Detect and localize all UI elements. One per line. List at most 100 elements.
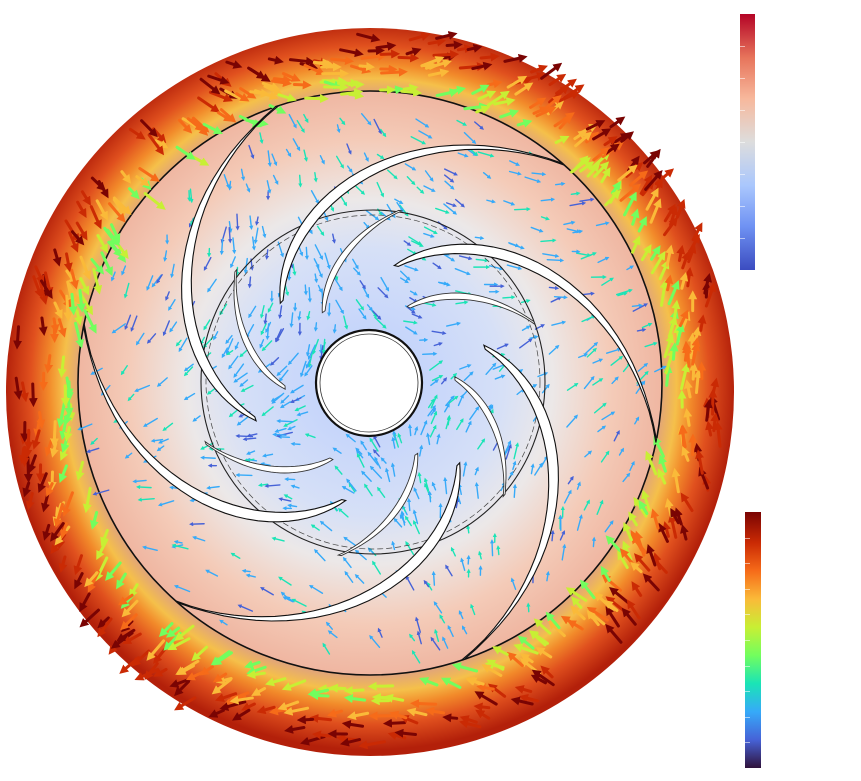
velocity-arrow xyxy=(542,253,560,258)
velocity-arrow xyxy=(595,221,610,227)
velocity-arrow xyxy=(146,275,154,291)
velocity-arrow xyxy=(583,499,590,511)
velocity-arrow xyxy=(352,258,359,270)
velocity-arrow xyxy=(671,467,681,494)
velocity-arrow xyxy=(404,163,417,171)
velocity-arrow xyxy=(366,304,373,312)
velocity-arrow xyxy=(433,601,443,614)
velocity-arrow xyxy=(156,377,168,387)
velocity-arrow xyxy=(246,433,258,438)
velocity-arrow xyxy=(223,174,230,189)
velocity-arrow xyxy=(107,202,126,223)
velocity-arrow xyxy=(431,375,444,382)
velocity-arrow xyxy=(233,363,245,378)
velocity-arrow xyxy=(290,441,301,447)
velocity-arrow xyxy=(245,324,255,339)
velocity-arrow xyxy=(601,277,614,286)
velocity-arrow xyxy=(570,191,581,196)
velocity-arrow xyxy=(642,573,660,592)
velocity-arrow xyxy=(144,662,159,681)
velocity-arrow xyxy=(76,288,86,313)
velocity-arrow xyxy=(532,106,549,115)
velocity-arrow xyxy=(189,188,194,204)
velocity-arrow xyxy=(415,118,430,128)
velocity-arrow xyxy=(289,397,302,404)
splitter-blade xyxy=(204,440,334,474)
velocity-arrow xyxy=(445,202,457,208)
velocity-arrow xyxy=(369,634,381,649)
velocity-arrow xyxy=(426,581,433,591)
velocity-arrow xyxy=(260,587,274,596)
velocity-arrow xyxy=(446,321,461,327)
velocity-arrow xyxy=(162,320,171,337)
velocity-arrow xyxy=(342,556,352,569)
velocity-arrow xyxy=(244,660,261,669)
velocity-arrow xyxy=(454,198,465,208)
velocity-arrow xyxy=(405,575,415,591)
velocity-arrow xyxy=(427,37,446,47)
velocity-arrow xyxy=(23,456,33,483)
velocity-arrow xyxy=(682,340,692,363)
velocity-arrow xyxy=(502,295,516,300)
velocity-arrow xyxy=(231,708,251,721)
velocity-arrow xyxy=(247,66,266,80)
velocity-arrow xyxy=(316,225,325,237)
velocity-arrow xyxy=(674,507,683,526)
velocity-arrow xyxy=(341,720,365,729)
velocity-arrow xyxy=(232,237,237,255)
velocity-arrow xyxy=(183,363,194,372)
velocity-arrow xyxy=(255,216,260,226)
velocity-arrow xyxy=(330,55,355,65)
velocity-arrow xyxy=(304,365,313,377)
velocity-arrow xyxy=(473,702,491,712)
velocity-arrow xyxy=(260,323,267,336)
velocity-arrow xyxy=(183,392,196,401)
velocity-arrow xyxy=(578,353,589,359)
velocity-arrow xyxy=(44,354,54,374)
velocity-arrow xyxy=(282,596,294,603)
velocity-arrow xyxy=(239,87,257,99)
velocity-arrow xyxy=(92,267,103,295)
velocity-arrow xyxy=(211,678,232,695)
velocity-arrow xyxy=(307,287,312,303)
velocity-arrow xyxy=(623,521,633,542)
velocity-arrow xyxy=(171,543,189,550)
velocity-arrow xyxy=(402,83,419,93)
velocity-arrow xyxy=(630,208,640,226)
velocity-arrow xyxy=(312,338,319,355)
velocity-arrow xyxy=(239,379,249,388)
velocity-arrow xyxy=(406,497,412,512)
velocity-arrow xyxy=(230,256,236,269)
velocity-arrow xyxy=(683,379,693,399)
velocity-arrow xyxy=(309,713,332,723)
velocity-arrow xyxy=(609,116,626,129)
velocity-arrow xyxy=(583,375,595,390)
velocity-arrow xyxy=(279,401,292,409)
velocity-arrow xyxy=(200,336,206,345)
velocity-arrow xyxy=(486,90,510,107)
velocity-arrow xyxy=(474,121,484,130)
velocity-arrow xyxy=(341,486,355,494)
velocity-arrow xyxy=(505,443,512,460)
velocity-arrow xyxy=(465,420,472,433)
velocity-arrow xyxy=(259,132,264,145)
velocity-arrow xyxy=(265,677,287,687)
velocity-arrow xyxy=(304,246,309,260)
velocity-arrow xyxy=(663,333,675,359)
velocity-arrow xyxy=(50,522,65,542)
velocity-arrow xyxy=(597,256,610,264)
velocity-arrow xyxy=(637,362,649,372)
velocity-arrow xyxy=(697,314,707,332)
velocity-arrow xyxy=(695,449,704,475)
velocity-arrow xyxy=(569,201,587,207)
velocity-arrow xyxy=(207,278,217,293)
velocity-arrow xyxy=(210,650,231,666)
velocity-arrow xyxy=(563,220,576,226)
velocity-arrow xyxy=(186,117,205,132)
velocity-arrow xyxy=(417,471,422,484)
hub-inner xyxy=(319,333,419,433)
colorbar-tick xyxy=(745,691,750,693)
velocity-arrow xyxy=(264,483,281,489)
velocity-arrow xyxy=(339,117,346,126)
